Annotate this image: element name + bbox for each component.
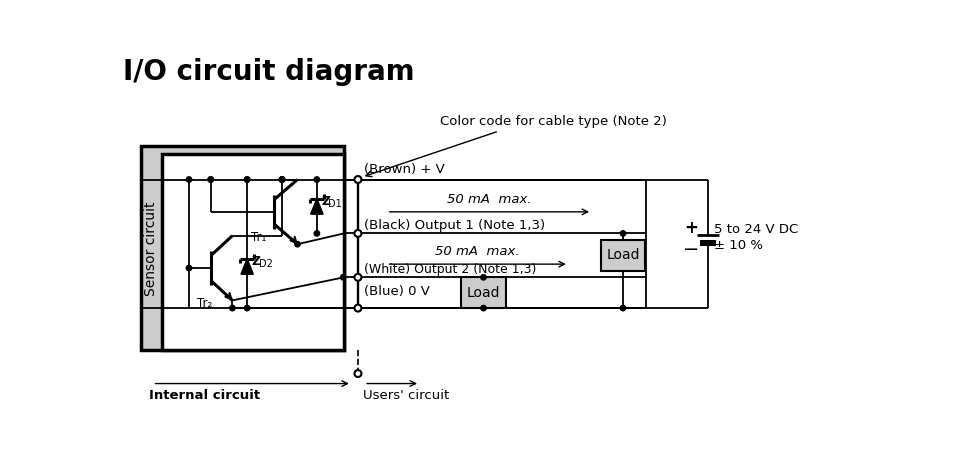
Text: ± 10 %: ± 10 % — [714, 239, 762, 252]
Text: Sensor circuit: Sensor circuit — [144, 201, 158, 296]
Bar — [599, 240, 645, 271]
Circle shape — [294, 242, 300, 247]
Circle shape — [244, 177, 250, 182]
Circle shape — [619, 306, 625, 311]
Text: (Black) Output 1 (Note 1,3): (Black) Output 1 (Note 1,3) — [364, 219, 545, 232]
Circle shape — [208, 177, 213, 182]
Text: Z: Z — [321, 195, 331, 208]
Circle shape — [244, 177, 250, 182]
Text: (Blue) 0 V: (Blue) 0 V — [364, 285, 430, 298]
Text: D2: D2 — [258, 259, 273, 269]
Text: −: − — [682, 240, 699, 260]
Bar — [141, 146, 344, 351]
Text: D1: D1 — [328, 199, 342, 209]
Bar — [141, 180, 645, 308]
Text: (Brown) + V: (Brown) + V — [364, 163, 444, 176]
Text: Tr₁: Tr₁ — [251, 231, 266, 244]
Circle shape — [355, 305, 361, 311]
Polygon shape — [311, 199, 323, 214]
Circle shape — [208, 177, 213, 182]
Text: +: + — [683, 220, 698, 238]
Circle shape — [279, 177, 284, 182]
Text: 50 mA  max.: 50 mA max. — [447, 193, 531, 206]
Circle shape — [230, 306, 234, 311]
Circle shape — [279, 177, 284, 182]
Text: (White) Output 2 (Note 1,3): (White) Output 2 (Note 1,3) — [364, 263, 536, 276]
Circle shape — [186, 266, 192, 271]
Text: Users' circuit: Users' circuit — [362, 389, 448, 402]
Circle shape — [355, 176, 361, 183]
Text: Tr₂: Tr₂ — [196, 297, 212, 310]
Circle shape — [355, 370, 361, 377]
Circle shape — [279, 177, 284, 182]
Circle shape — [480, 274, 486, 280]
Text: Internal circuit: Internal circuit — [149, 389, 259, 402]
Circle shape — [314, 231, 319, 236]
Bar — [700, 240, 716, 246]
Text: Load: Load — [605, 248, 639, 262]
Polygon shape — [241, 259, 253, 274]
Text: 50 mA  max.: 50 mA max. — [435, 245, 519, 258]
Circle shape — [340, 274, 346, 280]
Text: Color code for cable type (Note 2): Color code for cable type (Note 2) — [439, 115, 666, 128]
Circle shape — [480, 306, 486, 311]
Circle shape — [186, 177, 192, 182]
Circle shape — [355, 274, 361, 281]
Bar — [162, 154, 344, 351]
Circle shape — [619, 231, 625, 236]
Text: 5 to 24 V DC: 5 to 24 V DC — [714, 224, 798, 236]
Circle shape — [244, 306, 250, 311]
Text: Load: Load — [466, 286, 499, 300]
Text: Z: Z — [252, 256, 260, 268]
Bar — [460, 277, 505, 308]
Text: I/O circuit diagram: I/O circuit diagram — [123, 58, 415, 86]
Circle shape — [355, 230, 361, 237]
Circle shape — [314, 177, 319, 182]
